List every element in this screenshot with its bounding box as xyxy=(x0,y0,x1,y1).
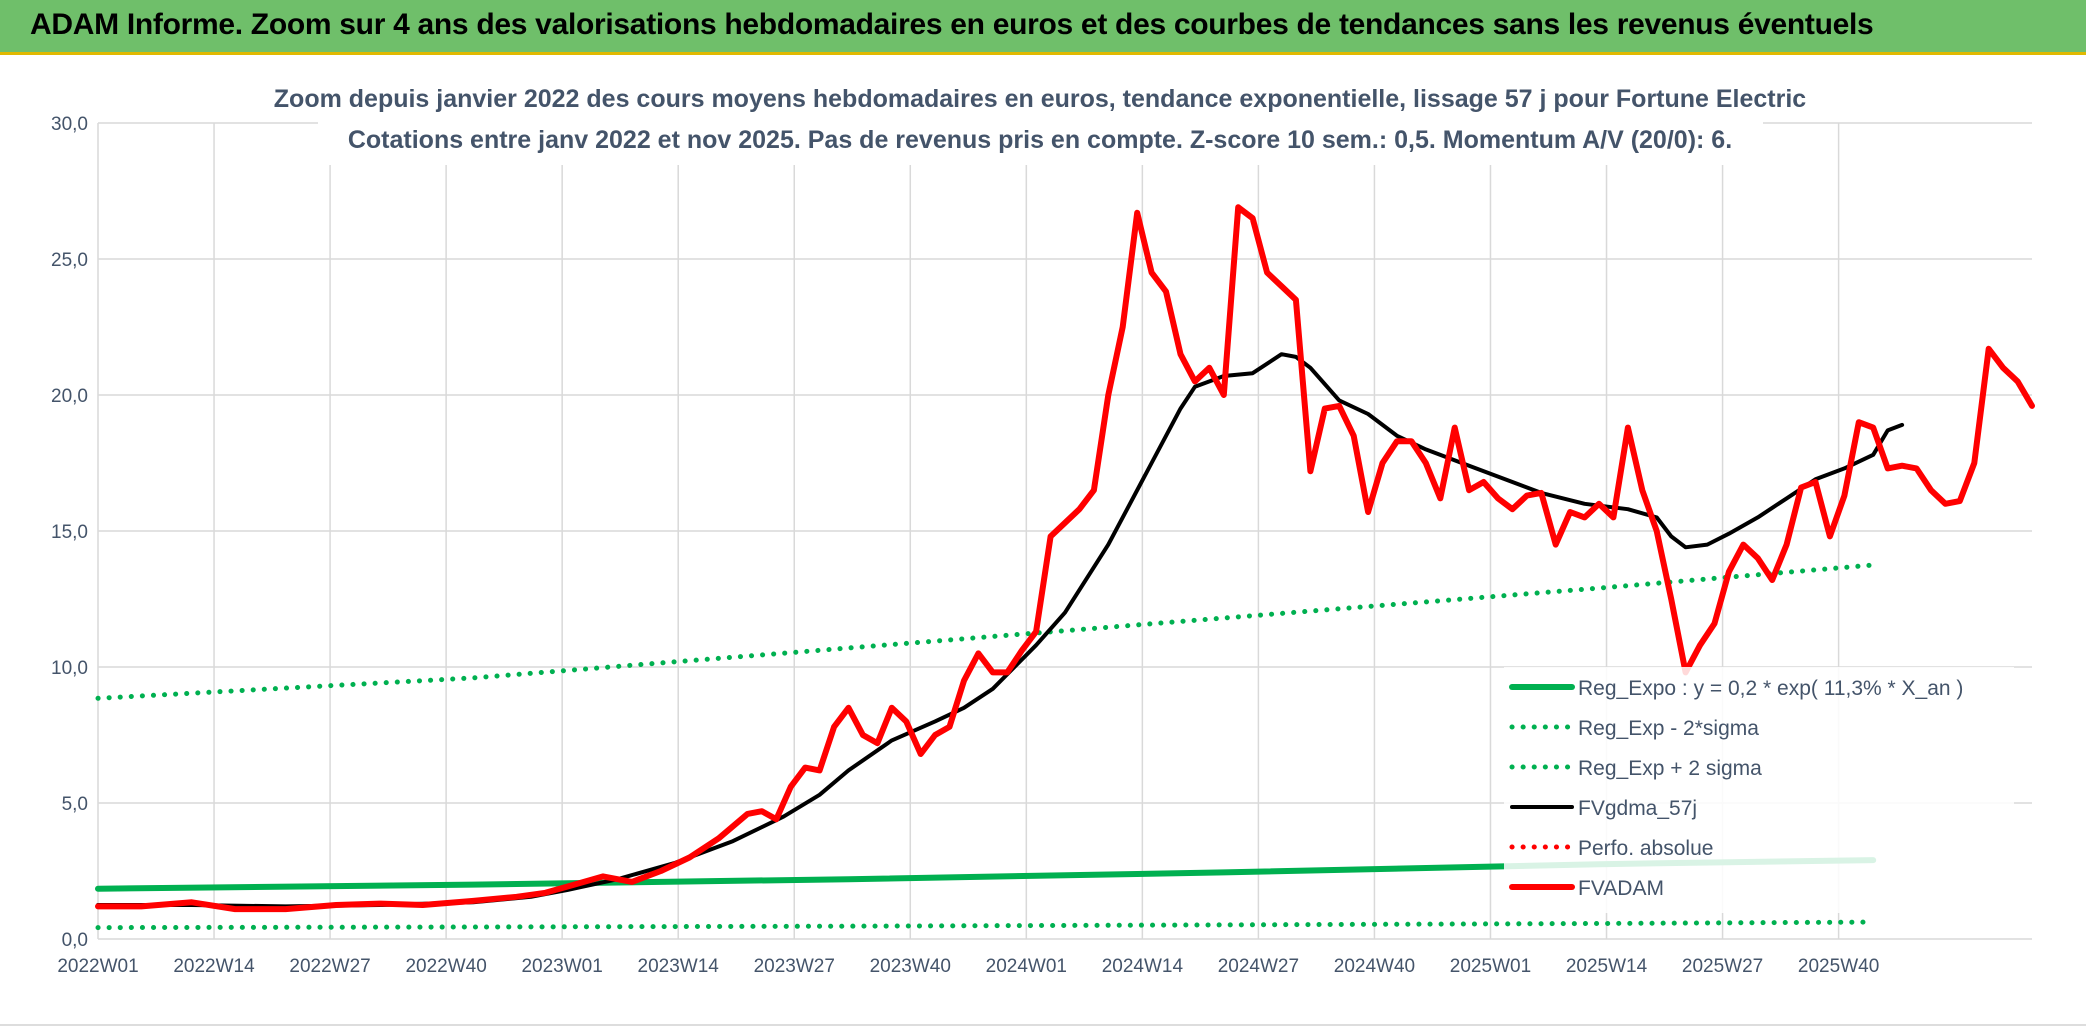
x-tick-label: 2024W40 xyxy=(1334,956,1415,977)
y-tick-label: 15,0 xyxy=(51,522,88,543)
x-tick-label: 2022W01 xyxy=(57,956,138,977)
x-tick-label: 2023W14 xyxy=(638,956,720,977)
x-tick-label: 2022W27 xyxy=(289,956,370,977)
y-tick-label: 20,0 xyxy=(51,386,88,407)
y-tick-label: 10,0 xyxy=(51,658,88,679)
line-chart: 0,0 5,0 10,0 15,0 20,0 25,0 30,0 2022W01 2022W1… xyxy=(0,55,2086,1031)
legend-label: FVADAM xyxy=(1578,877,1664,900)
legend-label: Reg_Exp + 2 sigma xyxy=(1578,757,1762,780)
legend-label: Reg_Exp - 2*sigma xyxy=(1578,717,1759,740)
chart-subtitle: Cotations entre janv 2022 et nov 2025. P… xyxy=(348,126,1732,154)
x-tick-label: 2022W40 xyxy=(405,956,486,977)
y-tick-label: 5,0 xyxy=(62,794,88,815)
legend-backdrop xyxy=(1504,667,2014,913)
bottom-border xyxy=(0,1024,2086,1033)
x-tick-label: 2025W14 xyxy=(1566,956,1648,977)
x-tick-label: 2025W40 xyxy=(1798,956,1879,977)
x-tick-label: 2024W27 xyxy=(1218,956,1299,977)
x-tick-label: 2025W27 xyxy=(1682,956,1763,977)
legend-label: Perfo. absolue xyxy=(1578,837,1713,860)
series-line-reg-exp-2-sigma xyxy=(95,562,1876,701)
x-tick-label: 2024W14 xyxy=(1102,956,1184,977)
x-tick-label: 2025W01 xyxy=(1450,956,1531,977)
series-line-reg-exp-2-sigma xyxy=(95,919,1876,931)
chart-legend: Reg_Expo : y = 0,2 * exp( 11,3% * X_an )… xyxy=(1504,667,2014,913)
chart-area: 0,0 5,0 10,0 15,0 20,0 25,0 30,0 2022W01 2022W1… xyxy=(0,55,2086,1031)
legend-label: Reg_Expo : y = 0,2 * exp( 11,3% * X_an ) xyxy=(1578,677,1963,700)
title-backdrop xyxy=(318,77,1763,165)
report-banner-title: ADAM Informe. Zoom sur 4 ans des valoris… xyxy=(30,8,1874,41)
x-tick-labels: 2022W01 2022W14 2022W27 2022W40 2023W01 2023W… xyxy=(57,956,1879,977)
legend-label: FVgdma_57j xyxy=(1578,797,1697,820)
y-tick-label: 0,0 xyxy=(62,930,88,951)
y-tick-label: 30,0 xyxy=(51,114,88,135)
x-tick-label: 2023W40 xyxy=(870,956,951,977)
gridlines xyxy=(97,122,2032,940)
series-line-fvadam xyxy=(95,204,2035,913)
y-tick-labels: 0,0 5,0 10,0 15,0 20,0 25,0 30,0 xyxy=(51,114,88,951)
chart-titles: Zoom depuis janvier 2022 des cours moyen… xyxy=(274,77,1807,165)
report-banner: ADAM Informe. Zoom sur 4 ans des valoris… xyxy=(0,0,2086,55)
x-tick-label: 2022W14 xyxy=(173,956,255,977)
y-tick-label: 25,0 xyxy=(51,250,88,271)
x-tick-label: 2024W01 xyxy=(986,956,1067,977)
x-tick-label: 2023W27 xyxy=(754,956,835,977)
x-tick-label: 2023W01 xyxy=(521,956,602,977)
chart-title: Zoom depuis janvier 2022 des cours moyen… xyxy=(274,85,1807,113)
